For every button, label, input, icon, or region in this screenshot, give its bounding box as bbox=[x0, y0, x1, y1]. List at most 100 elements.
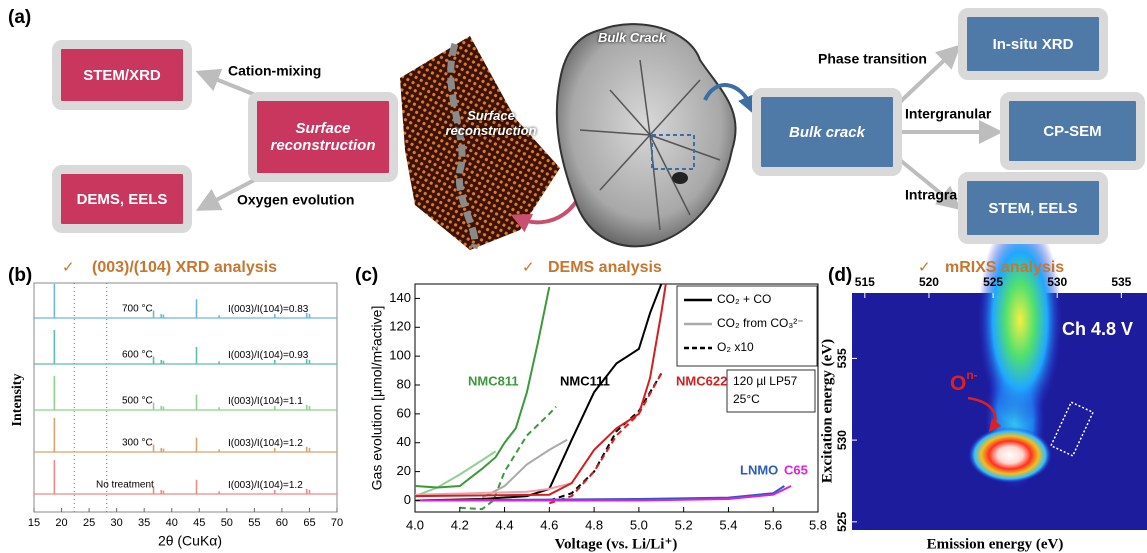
x-tick-label: 70 bbox=[331, 517, 343, 529]
panel-label: (c) bbox=[355, 265, 378, 286]
x-tick-label: 25 bbox=[83, 517, 95, 529]
check-mark: ✓ bbox=[918, 259, 931, 276]
ratio-prefix: I(003)/I(104)= bbox=[228, 396, 289, 407]
series-annotation: C65 bbox=[784, 462, 808, 477]
chart-title: DEMS analysis bbox=[548, 259, 662, 276]
y-tick-label: 525 bbox=[835, 511, 849, 531]
series-label: 600 °C bbox=[122, 350, 153, 361]
pore bbox=[672, 172, 688, 184]
ratio-prefix: I(003)/I(104)= bbox=[228, 304, 289, 315]
ratio-value: 1.2 bbox=[289, 438, 303, 449]
panel-label: (a) bbox=[8, 7, 31, 28]
x-tick-label: 50 bbox=[221, 517, 233, 529]
edge-label: Cation-mixing bbox=[228, 63, 321, 79]
x-tick-label: 15 bbox=[28, 517, 40, 529]
conditions-label: 25°C bbox=[733, 392, 760, 406]
x-tick-label: 20 bbox=[55, 517, 67, 529]
y-axis-label: Intensity bbox=[10, 374, 25, 427]
x-tick-label: 4.0 bbox=[406, 517, 424, 532]
ratio-value: 1.1 bbox=[289, 396, 303, 407]
series-annotation: NMC622 bbox=[676, 373, 727, 388]
x-tick-label: 65 bbox=[303, 517, 315, 529]
x-tick-label: 5.2 bbox=[675, 517, 693, 532]
ratio-label: I(003)/I(104)=1.1 bbox=[228, 396, 303, 407]
x-tick-label: 30 bbox=[111, 517, 123, 529]
heatmap-feature bbox=[978, 215, 1062, 425]
data-line bbox=[415, 451, 496, 496]
series-annotation: NMC811 bbox=[468, 373, 519, 388]
species-superscript: n- bbox=[966, 368, 977, 382]
x-tick-label: 60 bbox=[276, 517, 288, 529]
ratio-value: 0.83 bbox=[289, 304, 309, 315]
edge-label: Phase transition bbox=[818, 51, 927, 67]
edge-label: Intergranular bbox=[905, 106, 992, 122]
ratio-label: I(003)/I(104)=1.2 bbox=[228, 480, 303, 491]
y-tick-label: 20 bbox=[397, 463, 411, 478]
x-tick-label: 40 bbox=[166, 517, 178, 529]
y-tick-label: 535 bbox=[835, 348, 849, 368]
y-tick-label: 100 bbox=[389, 348, 411, 363]
x-tick-label: 4.8 bbox=[585, 517, 603, 532]
chart-title: (003)/(104) XRD analysis bbox=[92, 259, 277, 276]
x-tick-label: 45 bbox=[193, 517, 205, 529]
state-label: Ch 4.8 V bbox=[1062, 319, 1133, 339]
panel-label: (b) bbox=[8, 265, 32, 286]
y-tick-label: 120 bbox=[389, 319, 411, 334]
x-tick-label: 35 bbox=[138, 517, 150, 529]
node: DEMS, EELS bbox=[52, 165, 192, 233]
x-tick-label: 5.6 bbox=[764, 517, 782, 532]
y-axis-label: Excitation energy (eV) bbox=[819, 339, 835, 483]
y-tick-label: 40 bbox=[397, 434, 411, 449]
node: STEM/XRD bbox=[52, 40, 192, 110]
ratio-prefix: I(003)/I(104)= bbox=[228, 350, 289, 361]
check-mark: ✓ bbox=[522, 259, 535, 276]
data-line bbox=[415, 284, 666, 496]
edge-label: Oxygen evolution bbox=[237, 192, 354, 208]
series-label: 300 °C bbox=[122, 438, 153, 449]
x-tick-label: 530 bbox=[1047, 275, 1067, 289]
x-tick-label: 520 bbox=[919, 275, 939, 289]
ratio-value: 1.2 bbox=[289, 480, 303, 491]
ratio-prefix: I(003)/I(104)= bbox=[228, 480, 289, 491]
ratio-value: 0.93 bbox=[289, 350, 309, 361]
y-axis-label: Gas evolution [μmol/m²active] bbox=[369, 306, 385, 491]
ratio-label: I(003)/I(104)=0.93 bbox=[228, 350, 309, 361]
species-base: O bbox=[950, 372, 966, 395]
data-line bbox=[482, 440, 567, 498]
check-mark: ✓ bbox=[62, 259, 75, 276]
legend-label: CO₂ from CO₃²⁻ bbox=[717, 316, 804, 330]
node: Bulk crack bbox=[752, 88, 902, 176]
series-label: No treatment bbox=[96, 480, 154, 491]
y-tick-label: 60 bbox=[397, 405, 411, 420]
x-tick-label: 525 bbox=[983, 275, 1003, 289]
ratio-label: I(003)/I(104)=0.83 bbox=[228, 304, 309, 315]
y-tick-label: 140 bbox=[389, 290, 411, 305]
x-tick-label: 4.4 bbox=[496, 517, 514, 532]
x-axis-label: Voltage (vs. Li/Li⁺) bbox=[555, 536, 678, 552]
node: STEM, EELS bbox=[958, 172, 1108, 244]
heatmap-feature bbox=[968, 427, 1052, 483]
data-line bbox=[415, 284, 661, 501]
atomic-image bbox=[400, 36, 560, 250]
series-annotation: LNMO bbox=[740, 462, 778, 477]
node: CP-SEM bbox=[1000, 92, 1145, 170]
legend-label: O₂ x10 bbox=[717, 340, 754, 354]
x-tick-label: 55 bbox=[248, 517, 260, 529]
node: In-situ XRD bbox=[958, 8, 1108, 80]
x-axis-label: Emission energy (eV) bbox=[927, 536, 1064, 552]
y-tick-label: 0 bbox=[404, 492, 411, 507]
chart-title: mRIXS analysis bbox=[945, 259, 1064, 276]
ratio-prefix: I(003)/I(104)= bbox=[228, 438, 289, 449]
data-line bbox=[415, 483, 572, 495]
image-label: Bulk Crack bbox=[592, 30, 672, 45]
panel-label: (d) bbox=[828, 265, 852, 286]
y-tick-label: 530 bbox=[835, 430, 849, 450]
x-tick-label: 5.4 bbox=[719, 517, 737, 532]
x-tick-label: 5.8 bbox=[809, 517, 827, 532]
series-annotation: NMC111 bbox=[560, 373, 610, 388]
figure: (a) Cation-mixing Oxygen evolution Phase… bbox=[0, 0, 1147, 553]
series-label: 700 °C bbox=[122, 304, 153, 315]
image-label: Surface reconstruction bbox=[436, 108, 546, 138]
legend-label: CO₂ + CO bbox=[717, 292, 771, 306]
y-tick-label: 80 bbox=[397, 376, 411, 391]
